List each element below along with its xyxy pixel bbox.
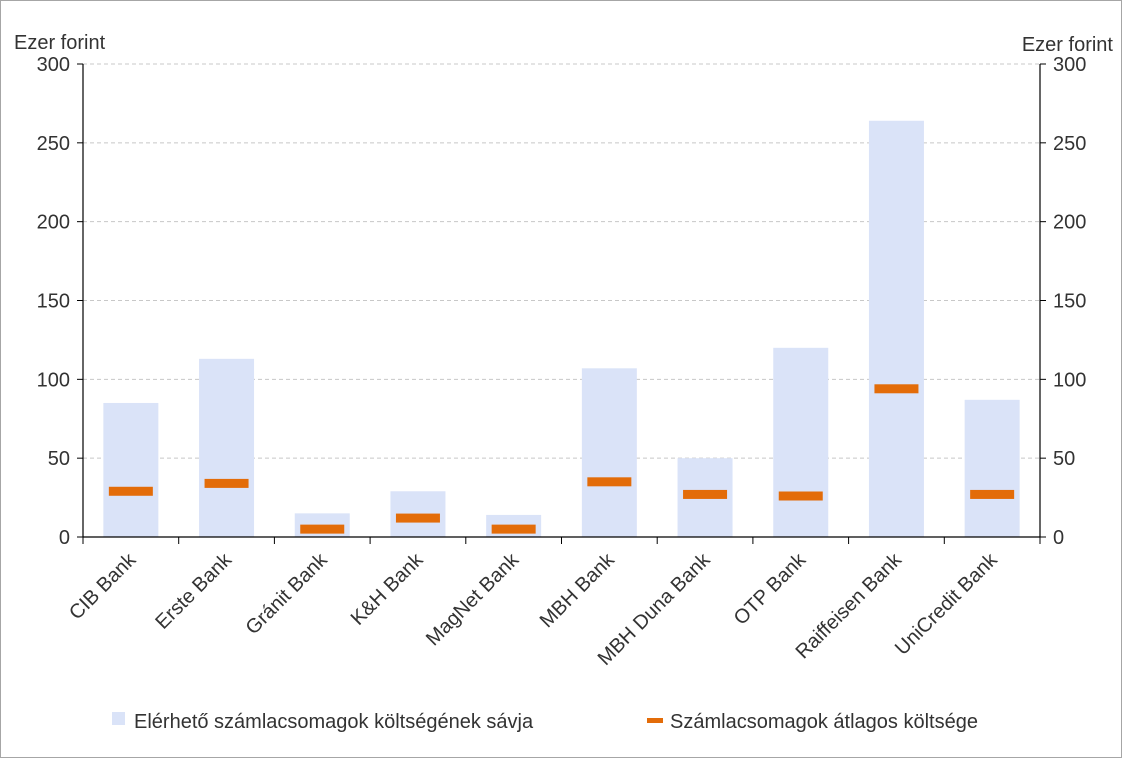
range-bar	[868, 120, 924, 537]
y-tick-label-right: 200	[1053, 212, 1086, 234]
x-category-label: MBH Bank	[536, 548, 620, 632]
y-tick-label-right: 250	[1053, 133, 1086, 155]
gridlines	[83, 63, 1040, 459]
y-axis-left-ticks: 0 50 100 150 200 250 300	[37, 54, 70, 549]
y-tick-label-left: 200	[37, 212, 70, 234]
y-axis-right-ticks: 0 50 100 150 200 250 300	[1053, 54, 1086, 549]
x-category-label: K&H Bank	[347, 548, 429, 630]
average-marker	[587, 477, 632, 487]
axes	[77, 63, 1046, 544]
y-tick-label-left: 0	[59, 527, 70, 549]
y-tick-label-right: 300	[1053, 54, 1086, 76]
average-marker	[874, 384, 919, 394]
x-axis-labels: CIB Bank Erste Bank Gránit Bank K&H BankMag…	[65, 548, 1002, 670]
y-tick-label-right: 50	[1053, 448, 1075, 470]
range-bar	[103, 402, 159, 537]
legend-label-average: Számlacsomagok átlagos költsége	[670, 711, 978, 733]
y-tick-label-right: 0	[1053, 527, 1064, 549]
legend-label-range: Elérhető számlacsomagok költségének sávj…	[134, 711, 534, 733]
x-category-label: UniCredit Bank	[891, 548, 1002, 659]
range-bar	[581, 368, 637, 537]
average-marker	[204, 478, 249, 488]
y-tick-label-left: 300	[37, 54, 70, 76]
average-marker	[491, 524, 536, 534]
average-marker	[970, 489, 1015, 499]
y-tick-label-left: 100	[37, 369, 70, 391]
average-markers	[108, 384, 1015, 534]
average-marker	[683, 489, 728, 499]
x-category-label: Gránit Bank	[242, 548, 333, 639]
y-tick-label-right: 100	[1053, 369, 1086, 391]
range-bars	[103, 120, 1020, 537]
y-tick-label-right: 150	[1053, 291, 1086, 313]
average-marker	[778, 491, 823, 501]
y-tick-label-left: 250	[37, 133, 70, 155]
x-category-label: Erste Bank	[151, 548, 236, 633]
range-bar	[773, 347, 829, 537]
x-category-label: OTP Bank	[730, 548, 811, 629]
range-bar	[199, 358, 255, 537]
average-marker	[395, 513, 440, 523]
x-category-label: MagNet Bank	[422, 548, 524, 650]
y-tick-label-left: 150	[37, 291, 70, 313]
x-category-label: CIB Bank	[65, 548, 141, 624]
average-marker	[300, 524, 345, 534]
range-bar	[964, 399, 1020, 537]
legend-swatch-range	[112, 712, 125, 725]
y-tick-label-left: 50	[48, 448, 70, 470]
average-marker	[108, 486, 153, 496]
y-axis-right-unit: Ezer forint	[1022, 34, 1114, 56]
legend-swatch-average	[647, 718, 663, 723]
y-axis-left-unit: Ezer forint	[14, 32, 106, 54]
legend: Elérhető számlacsomagok költségének sávj…	[112, 711, 978, 733]
